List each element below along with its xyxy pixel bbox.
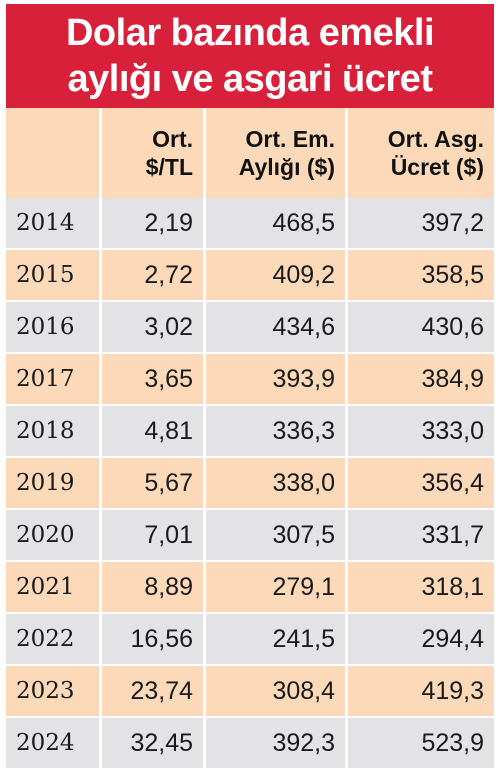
- pension-cell: 392,3: [206, 718, 348, 770]
- table-title: Dolar bazında emekli aylığı ve asgari üc…: [6, 4, 494, 108]
- table-row: 2018 4,81 336,3 333,0: [6, 406, 494, 458]
- exchange-rate-cell: 8,89: [102, 562, 206, 614]
- header-year: [6, 108, 102, 198]
- exchange-rate-cell: 3,02: [102, 302, 206, 354]
- exchange-rate-cell: 3,65: [102, 354, 206, 406]
- exchange-rate-cell: 7,01: [102, 510, 206, 562]
- table-row: 2014 2,19 468,5 397,2: [6, 198, 494, 250]
- title-line-1: Dolar bazında emekli: [65, 12, 435, 54]
- exchange-rate-cell: 32,45: [102, 718, 206, 770]
- table-row: 2020 7,01 307,5 331,7: [6, 510, 494, 562]
- pension-cell: 434,6: [206, 302, 348, 354]
- year-cell: 2016: [6, 302, 102, 354]
- table-row: 2016 3,02 434,6 430,6: [6, 302, 494, 354]
- min-wage-cell: 430,6: [348, 302, 494, 354]
- year-cell: 2017: [6, 354, 102, 406]
- year-cell: 2014: [6, 198, 102, 250]
- pension-cell: 393,9: [206, 354, 348, 406]
- header-row: Ort. $/TL Ort. Em. Aylığı ($) Ort. Asg. …: [6, 108, 494, 198]
- min-wage-cell: 356,4: [348, 458, 494, 510]
- min-wage-cell: 318,1: [348, 562, 494, 614]
- pension-cell: 409,2: [206, 250, 348, 302]
- header-exchange-rate: Ort. $/TL: [102, 108, 206, 198]
- min-wage-cell: 333,0: [348, 406, 494, 458]
- table-row: 2021 8,89 279,1 318,1: [6, 562, 494, 614]
- table-row: 2024 32,45 392,3 523,9: [6, 718, 494, 770]
- min-wage-cell: 384,9: [348, 354, 494, 406]
- exchange-rate-cell: 2,19: [102, 198, 206, 250]
- table-row: 2022 16,56 241,5 294,4: [6, 614, 494, 666]
- min-wage-cell: 358,5: [348, 250, 494, 302]
- min-wage-cell: 397,2: [348, 198, 494, 250]
- exchange-rate-cell: 4,81: [102, 406, 206, 458]
- table-row: 2019 5,67 338,0 356,4: [6, 458, 494, 510]
- pension-cell: 241,5: [206, 614, 348, 666]
- pension-cell: 336,3: [206, 406, 348, 458]
- header-min-wage: Ort. Asg. Ücret ($): [348, 108, 494, 198]
- pension-cell: 308,4: [206, 666, 348, 718]
- min-wage-cell: 331,7: [348, 510, 494, 562]
- year-cell: 2019: [6, 458, 102, 510]
- table-row: 2015 2,72 409,2 358,5: [6, 250, 494, 302]
- year-cell: 2021: [6, 562, 102, 614]
- table-row: 2023 23,74 308,4 419,3: [6, 666, 494, 718]
- year-cell: 2023: [6, 666, 102, 718]
- pension-cell: 279,1: [206, 562, 348, 614]
- min-wage-cell: 419,3: [348, 666, 494, 718]
- table-row: 2017 3,65 393,9 384,9: [6, 354, 494, 406]
- pension-cell: 338,0: [206, 458, 348, 510]
- min-wage-cell: 523,9: [348, 718, 494, 770]
- exchange-rate-cell: 2,72: [102, 250, 206, 302]
- year-cell: 2015: [6, 250, 102, 302]
- year-cell: 2018: [6, 406, 102, 458]
- year-cell: 2024: [6, 718, 102, 770]
- pension-cell: 307,5: [206, 510, 348, 562]
- pension-cell: 468,5: [206, 198, 348, 250]
- year-cell: 2022: [6, 614, 102, 666]
- exchange-rate-cell: 23,74: [102, 666, 206, 718]
- header-pension: Ort. Em. Aylığı ($): [206, 108, 348, 198]
- exchange-rate-cell: 16,56: [102, 614, 206, 666]
- year-cell: 2020: [6, 510, 102, 562]
- exchange-rate-cell: 5,67: [102, 458, 206, 510]
- data-table: Ort. $/TL Ort. Em. Aylığı ($) Ort. Asg. …: [6, 108, 494, 770]
- title-line-2: aylığı ve asgari ücret: [67, 58, 433, 100]
- min-wage-cell: 294,4: [348, 614, 494, 666]
- table-body: 2014 2,19 468,5 397,2 2015 2,72 409,2 358,5 2016…: [6, 198, 494, 770]
